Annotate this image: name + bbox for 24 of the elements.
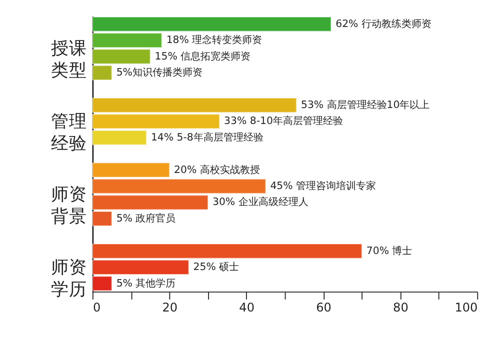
text: 师资学历 [50,258,87,300]
x-tick-label: 40 [239,300,254,314]
data-label: 70% 博士 [366,244,412,257]
x-tick-label: 0 [92,300,101,314]
x-tick-label: 60 [316,300,332,314]
text: 管理经验 [50,112,87,154]
data-label: 62% 行动教练类师资 [336,18,432,30]
data-label: 20% 高校实战教授 [174,164,260,176]
data-label: 30% 企业高级经理人 [212,196,308,208]
data-label: 5% 其他学历 [116,277,176,290]
data-label: 33% 8-10年高层管理经验 [224,115,343,128]
data-label: 5% 政府官员 [116,212,176,224]
text: 授课类型 [50,39,87,82]
data-label: 18% 理念转变类师资 [166,34,262,46]
data-label: 25% 硕士 [193,261,240,274]
data-label: 14% 5-8年高层管理经验 [150,131,264,144]
data-label: 5%知识传播类师资 [116,66,202,79]
x-tick-label: 20 [162,300,178,314]
x-tick-label: 100 [454,300,478,314]
text: 师资背景 [50,184,87,228]
data-label: 45% 管理咨询培训专家 [270,180,376,192]
x-tick-label: 80 [393,300,408,314]
data-label: 53% 高层管理经验10年以上 [300,98,430,111]
data-label: 15% 信息拓宽类师资 [154,50,251,62]
